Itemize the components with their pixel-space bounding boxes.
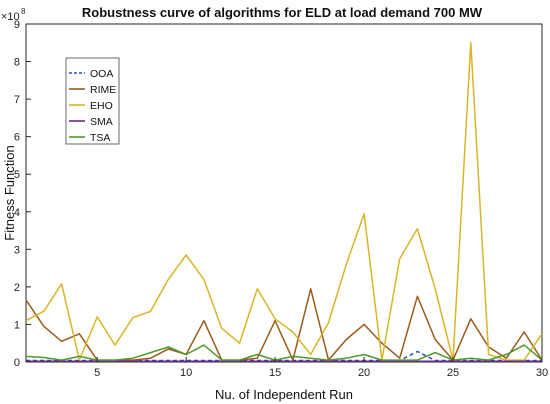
legend-label-ooa: OOA xyxy=(90,68,113,80)
chart-title: Robustness curve of algorithms for ELD a… xyxy=(82,5,483,20)
x-tick-label: 20 xyxy=(358,367,370,379)
y-tick-label: 9 xyxy=(14,19,20,31)
x-tick-label: 25 xyxy=(447,367,459,379)
y-tick-label: 7 xyxy=(14,94,20,106)
y-axis-exponent: ×10 8 xyxy=(1,7,26,23)
legend: OOA RIME EHO SMA TSA xyxy=(65,57,120,145)
series-line-eho xyxy=(25,42,543,361)
x-tick-label: 30 xyxy=(536,367,548,379)
y-axis-label: Fitness Function xyxy=(2,145,17,240)
y-tick-label: 5 xyxy=(14,169,20,181)
x-axis-label: Nu. of Independent Run xyxy=(215,387,353,402)
legend-label-eho: EHO xyxy=(90,100,113,112)
y-tick-label: 1 xyxy=(14,319,20,331)
x-tick-label: 5 xyxy=(94,367,100,379)
legend-label-tsa: TSA xyxy=(90,132,110,144)
y-tick-label: 2 xyxy=(14,282,20,294)
x-tick-label: 15 xyxy=(269,367,281,379)
legend-label-rime: RIME xyxy=(90,84,116,96)
y-exponent-power: 8 xyxy=(21,7,26,16)
x-tick-label: 10 xyxy=(180,367,192,379)
legend-label-sma: SMA xyxy=(90,116,113,128)
ticks-layer: 5 10 15 20 25 30 0 1 2 3 4 5 6 7 8 9 xyxy=(14,19,548,379)
y-tick-label: 8 xyxy=(14,57,20,69)
series-line-tsa xyxy=(25,344,543,361)
series-layer xyxy=(25,42,543,362)
y-tick-label: 6 xyxy=(14,132,20,144)
y-tick-label: 3 xyxy=(14,244,20,256)
y-tick-label: 0 xyxy=(14,357,20,369)
y-exponent-base: ×10 xyxy=(1,11,20,23)
y-tick-label: 4 xyxy=(14,207,20,219)
